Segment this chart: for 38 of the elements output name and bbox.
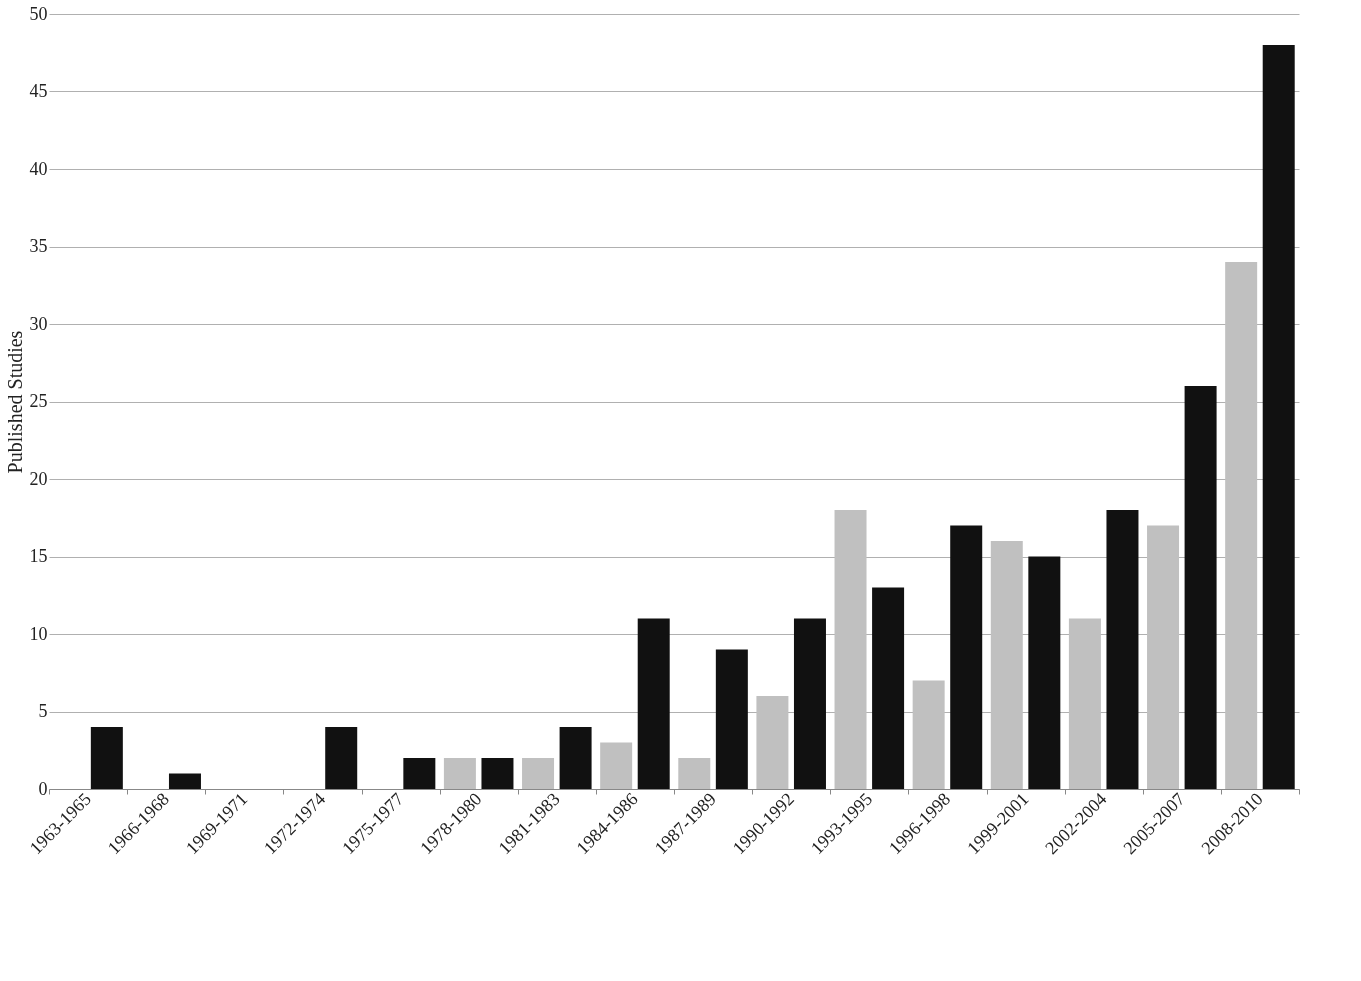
y-tick-label: 50: [29, 3, 48, 24]
bar: [715, 649, 748, 789]
bar: [600, 742, 633, 789]
bar: [756, 696, 789, 789]
bar: [1184, 386, 1217, 789]
y-tick-label: 40: [29, 158, 48, 179]
bar: [1225, 262, 1258, 789]
bar: [872, 587, 905, 789]
y-tick-label: 10: [29, 623, 48, 644]
bar: [990, 541, 1023, 789]
y-axis-title: Published Studies: [3, 330, 26, 474]
y-tick-label: 15: [29, 546, 48, 566]
bar: [834, 510, 867, 789]
y-tick-label: 25: [29, 391, 48, 411]
y-tick-label: 30: [29, 313, 48, 334]
bar: [678, 758, 711, 789]
bar: [1106, 510, 1139, 789]
y-tick-label: 35: [29, 236, 48, 256]
y-tick-label: 20: [29, 468, 48, 489]
bar: [950, 525, 983, 789]
bar: [403, 758, 436, 789]
y-tick-label: 0: [38, 778, 48, 799]
bar: [443, 758, 476, 789]
bar: [793, 618, 826, 789]
bar: [522, 758, 555, 789]
bar: [1028, 556, 1061, 789]
y-tick-label: 5: [38, 701, 48, 721]
bar: [168, 773, 201, 789]
bar: [637, 618, 670, 789]
y-tick-label: 45: [29, 81, 48, 101]
bar: [1147, 525, 1180, 789]
bar: [325, 727, 358, 789]
bar: [559, 727, 592, 789]
bar: [481, 758, 514, 789]
bar: [1068, 618, 1101, 789]
bar: [1262, 45, 1295, 789]
bar: [90, 727, 123, 789]
bar: [912, 680, 945, 789]
